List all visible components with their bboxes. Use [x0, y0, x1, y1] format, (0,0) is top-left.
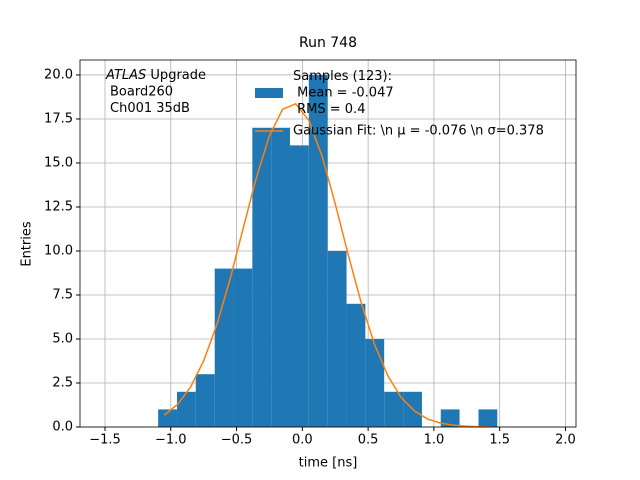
histogram-bar [252, 127, 272, 427]
y-tick-label: 12.5 [44, 199, 73, 214]
y-tick-label: 0.0 [52, 420, 73, 435]
annotation-line: Board260 [110, 85, 173, 100]
annotation-line: Upgrade [150, 68, 206, 83]
plot-frame [79, 59, 577, 428]
legend-label: Samples (123): Mean = -0.047 RMS = 0.4 [293, 69, 394, 117]
histogram-bar [440, 409, 460, 427]
legend-label: Gaussian Fit: \n μ = -0.076 \n σ=0.378 [293, 124, 544, 139]
x-tick-label: 1.5 [489, 433, 510, 448]
histogram-bar [384, 391, 404, 427]
x-tick-label: −1.5 [89, 433, 121, 448]
histogram-bar [478, 409, 498, 427]
histogram-bar [289, 145, 309, 427]
histogram-bar [308, 74, 328, 427]
legend-label-line: RMS = 0.4 [293, 102, 365, 117]
x-axis-label: time [ns] [299, 456, 358, 471]
histogram-bar [365, 338, 385, 427]
fit-line [163, 102, 491, 428]
legend-swatch [255, 88, 283, 98]
histogram-bar [195, 374, 215, 427]
legend-label-line: Samples (123): [293, 69, 392, 84]
y-tick-label: 17.5 [44, 111, 73, 126]
x-tick-label: −1.0 [155, 433, 187, 448]
y-tick-label: 20.0 [44, 67, 73, 82]
annotation-italic: ATLAS [105, 68, 146, 83]
y-tick-label: 7.5 [52, 287, 73, 302]
annotation: ATLAS Upgrade [105, 68, 206, 83]
histogram-bar [233, 268, 253, 427]
y-axis-label: Entries [20, 221, 35, 267]
histogram-bar [158, 409, 177, 427]
y-tick-label: 5.0 [52, 331, 73, 346]
histogram-bar [327, 250, 347, 427]
x-tick-label: 2.0 [555, 433, 576, 448]
histogram-bar [271, 127, 290, 427]
histogram-bar [214, 268, 234, 427]
histogram-bar [346, 303, 366, 427]
x-tick-label: −0.5 [221, 433, 253, 448]
x-tick-label: 0.5 [358, 433, 379, 448]
annotation-line: Ch001 35dB [110, 101, 190, 116]
chart-title: Run 748 [299, 35, 357, 51]
legend-label-line: Mean = -0.047 [293, 85, 394, 100]
x-tick-label: 1.0 [424, 433, 445, 448]
y-tick-label: 10.0 [44, 243, 73, 258]
y-tick-label: 2.5 [52, 375, 73, 390]
x-tick-label: 0.0 [292, 433, 313, 448]
histogram-bar [176, 391, 196, 427]
y-tick-label: 15.0 [44, 155, 73, 170]
